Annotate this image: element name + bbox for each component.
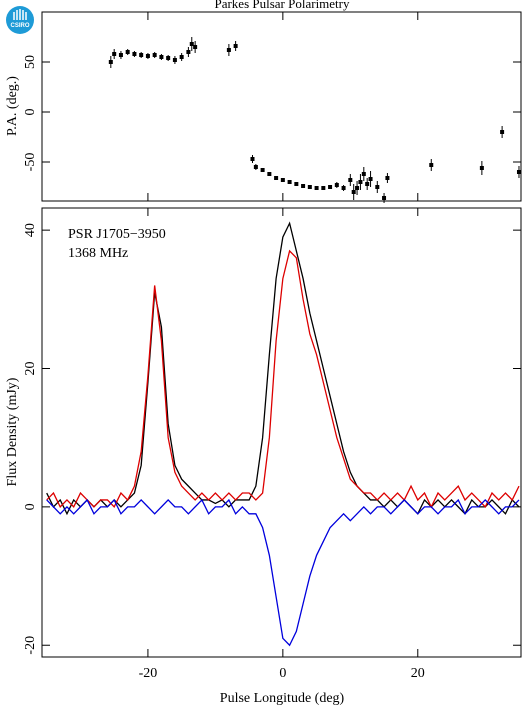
x-tick-label: 0 <box>279 666 286 681</box>
point <box>287 180 292 184</box>
point <box>358 180 363 184</box>
y-tick-label: 0 <box>23 109 38 116</box>
y-axis-label: Flux Density (mJy) <box>5 377 20 486</box>
point <box>500 130 505 134</box>
series-line <box>46 221 520 516</box>
annotation: PSR J1705−3950 <box>68 227 166 242</box>
x-axis-label: Pulse Longitude (deg) <box>220 691 345 706</box>
point <box>145 54 150 58</box>
point <box>189 42 194 46</box>
y-tick-label: 0 <box>23 503 38 510</box>
point <box>294 182 299 186</box>
point <box>321 186 326 190</box>
point <box>118 53 123 57</box>
point <box>166 56 171 60</box>
series-line <box>46 249 520 509</box>
series-line <box>46 498 520 647</box>
point <box>172 58 177 62</box>
point <box>341 186 346 190</box>
point <box>365 182 370 186</box>
x-tick-label: -20 <box>139 666 158 681</box>
y-tick-label: 50 <box>23 55 38 69</box>
point <box>267 172 272 176</box>
y-axis-label: P.A. (deg.) <box>5 76 20 136</box>
logo-text: CSIRO <box>10 23 29 29</box>
point <box>348 178 353 182</box>
point <box>382 196 387 200</box>
point <box>301 184 306 188</box>
point <box>334 183 339 187</box>
y-tick-label: -20 <box>23 636 38 655</box>
point <box>368 177 373 181</box>
point <box>186 50 191 54</box>
point <box>108 60 113 64</box>
point <box>375 185 380 189</box>
logo-bars <box>13 9 27 20</box>
chart-title: Parkes Pulsar Polarimetry <box>214 0 350 11</box>
point <box>307 185 312 189</box>
point <box>260 168 265 172</box>
point <box>193 45 198 49</box>
x-tick-label: 20 <box>411 666 425 681</box>
y-tick-label: 20 <box>23 362 38 376</box>
point <box>226 48 231 52</box>
point <box>233 44 238 48</box>
point <box>479 166 484 170</box>
point <box>361 172 366 176</box>
point <box>152 53 157 57</box>
point <box>139 53 144 57</box>
plot-frame <box>41 207 522 658</box>
point <box>351 190 356 194</box>
point <box>280 178 285 182</box>
point <box>328 185 333 189</box>
point <box>429 163 434 167</box>
point <box>355 186 360 190</box>
point <box>516 170 521 174</box>
y-tick-label: 40 <box>23 223 38 237</box>
annotation: 1368 MHz <box>68 246 128 261</box>
point <box>385 176 390 180</box>
point <box>179 55 184 59</box>
point <box>314 186 319 190</box>
plot-frame <box>41 11 522 202</box>
point <box>159 55 164 59</box>
point <box>274 176 279 180</box>
point <box>125 50 130 54</box>
point <box>132 52 137 56</box>
point <box>250 157 255 161</box>
y-tick-label: -50 <box>23 153 38 172</box>
point <box>112 52 117 56</box>
point <box>253 165 258 169</box>
